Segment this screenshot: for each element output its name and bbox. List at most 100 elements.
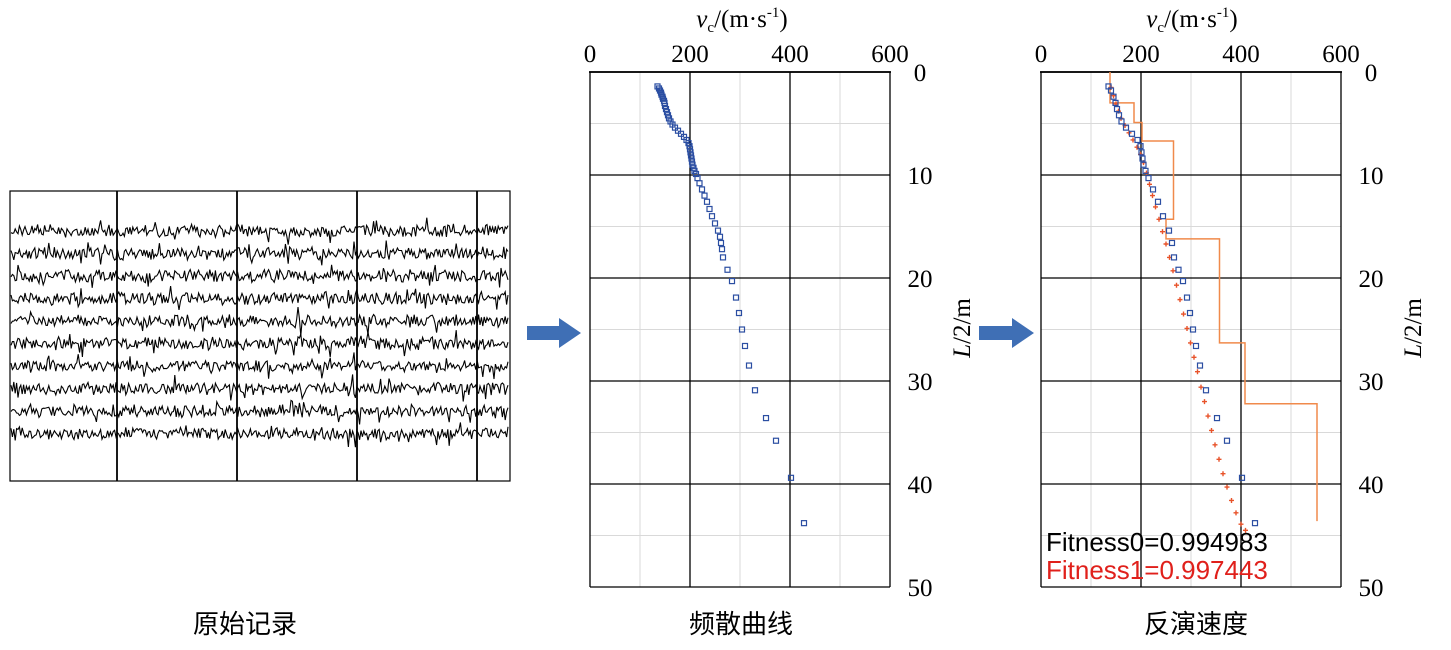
dispersion-y-tick-labels: 0 10 20 30 40 50 <box>908 60 933 602</box>
data-point <box>787 474 795 481</box>
data-point <box>706 205 713 213</box>
inverted-point <box>1209 427 1214 433</box>
dispersion-y-axis-label: L/2/m <box>949 298 976 359</box>
data-point <box>703 198 711 205</box>
data-point <box>1118 118 1125 125</box>
x-tick-label: 400 <box>1222 41 1260 68</box>
data-point <box>1142 167 1149 174</box>
raw-record-traces <box>10 217 509 448</box>
y-tick-label: 10 <box>908 163 933 190</box>
inversion-x-tick-labels: 0 200 400 600 <box>1035 41 1360 68</box>
data-point <box>1175 266 1182 273</box>
raw-record-panel <box>9 190 511 482</box>
x-tick-label: 0 <box>584 41 597 68</box>
data-point <box>1251 520 1259 527</box>
data-point <box>1223 437 1231 444</box>
data-point <box>1112 99 1119 107</box>
y-tick-label: 20 <box>908 266 933 293</box>
inverted-points <box>1108 84 1248 533</box>
arrow-right-icon <box>979 318 1034 348</box>
data-point <box>1165 227 1173 234</box>
y-tick-label: 0 <box>1365 60 1378 87</box>
raw-trace <box>10 422 509 448</box>
raw-trace <box>10 217 509 245</box>
caption-dispersion: 频散曲线 <box>689 610 793 640</box>
inverted-point <box>1170 268 1176 274</box>
x-label-sup: -1 <box>1217 5 1230 21</box>
x-label-sub: c <box>1157 20 1164 36</box>
data-point <box>732 294 740 301</box>
y-label-italic: L <box>1400 344 1427 359</box>
inverted-point <box>1177 297 1183 303</box>
data-point <box>708 213 716 220</box>
inverted-point <box>1150 193 1155 199</box>
x-tick-label: 0 <box>1035 41 1048 68</box>
dispersion-grid <box>589 71 891 588</box>
inverted-point <box>1188 340 1193 346</box>
y-tick-label: 10 <box>1359 163 1384 190</box>
y-label-italic: L <box>949 344 976 359</box>
data-point <box>1134 136 1141 144</box>
x-label-sub: c <box>707 20 714 36</box>
y-tick-label: 20 <box>1359 266 1384 293</box>
data-point <box>735 309 743 317</box>
data-point <box>724 266 731 273</box>
data-point <box>751 387 759 394</box>
raw-trace <box>10 374 509 402</box>
x-label-mid: /(m·s <box>714 6 767 33</box>
data-point <box>728 277 736 285</box>
dispersion-x-axis-label: vc/(m·s-1) <box>696 5 787 36</box>
y-label-rest: /2/m <box>949 298 976 344</box>
raw-trace <box>10 286 509 310</box>
data-point <box>714 227 722 234</box>
inverted-point <box>1216 456 1222 462</box>
observed-points <box>1105 83 1259 527</box>
data-point <box>741 342 749 350</box>
fitness0-label: Fitness0=0.994983 <box>1046 527 1268 557</box>
data-point <box>1192 342 1200 350</box>
x-tick-label: 200 <box>671 41 709 68</box>
data-point <box>762 414 770 422</box>
data-point <box>718 246 726 253</box>
y-tick-label: 50 <box>1359 575 1384 602</box>
data-point <box>1213 414 1221 422</box>
y-tick-label: 40 <box>1359 472 1384 499</box>
data-point <box>1128 130 1136 137</box>
raw-trace <box>10 264 509 288</box>
x-label-base: v <box>1146 6 1158 33</box>
inverted-point <box>1153 204 1158 210</box>
y-tick-label: 40 <box>908 472 933 499</box>
raw-record-frame <box>9 190 511 482</box>
data-point <box>1154 198 1162 205</box>
raw-trace <box>10 240 509 266</box>
raw-trace <box>10 399 509 425</box>
data-point <box>719 254 727 261</box>
data-point <box>1189 326 1197 333</box>
inverted-point <box>1233 510 1239 516</box>
x-label-end: ) <box>1229 6 1237 33</box>
inverted-point <box>1134 144 1140 150</box>
inverted-point <box>1198 384 1204 390</box>
raw-trace <box>10 352 509 380</box>
x-label-end: ) <box>779 6 787 33</box>
data-point <box>1137 143 1144 150</box>
inverted-point <box>1181 311 1186 317</box>
data-point <box>738 326 746 333</box>
layer-model-line <box>1109 72 1318 522</box>
raw-trace <box>10 307 509 336</box>
data-point <box>1149 186 1157 193</box>
data-point <box>1159 213 1167 220</box>
raw-trace <box>10 330 509 358</box>
data-point <box>1170 254 1178 261</box>
data-point <box>696 180 703 187</box>
data-point <box>1107 87 1115 94</box>
x-tick-label: 600 <box>1322 41 1360 68</box>
y-tick-label: 0 <box>914 60 927 87</box>
data-point <box>1183 294 1191 301</box>
inverted-point <box>1191 354 1197 360</box>
x-label-base: v <box>696 6 708 33</box>
y-label-rest: /2/m <box>1400 298 1427 344</box>
data-point <box>1122 124 1130 131</box>
